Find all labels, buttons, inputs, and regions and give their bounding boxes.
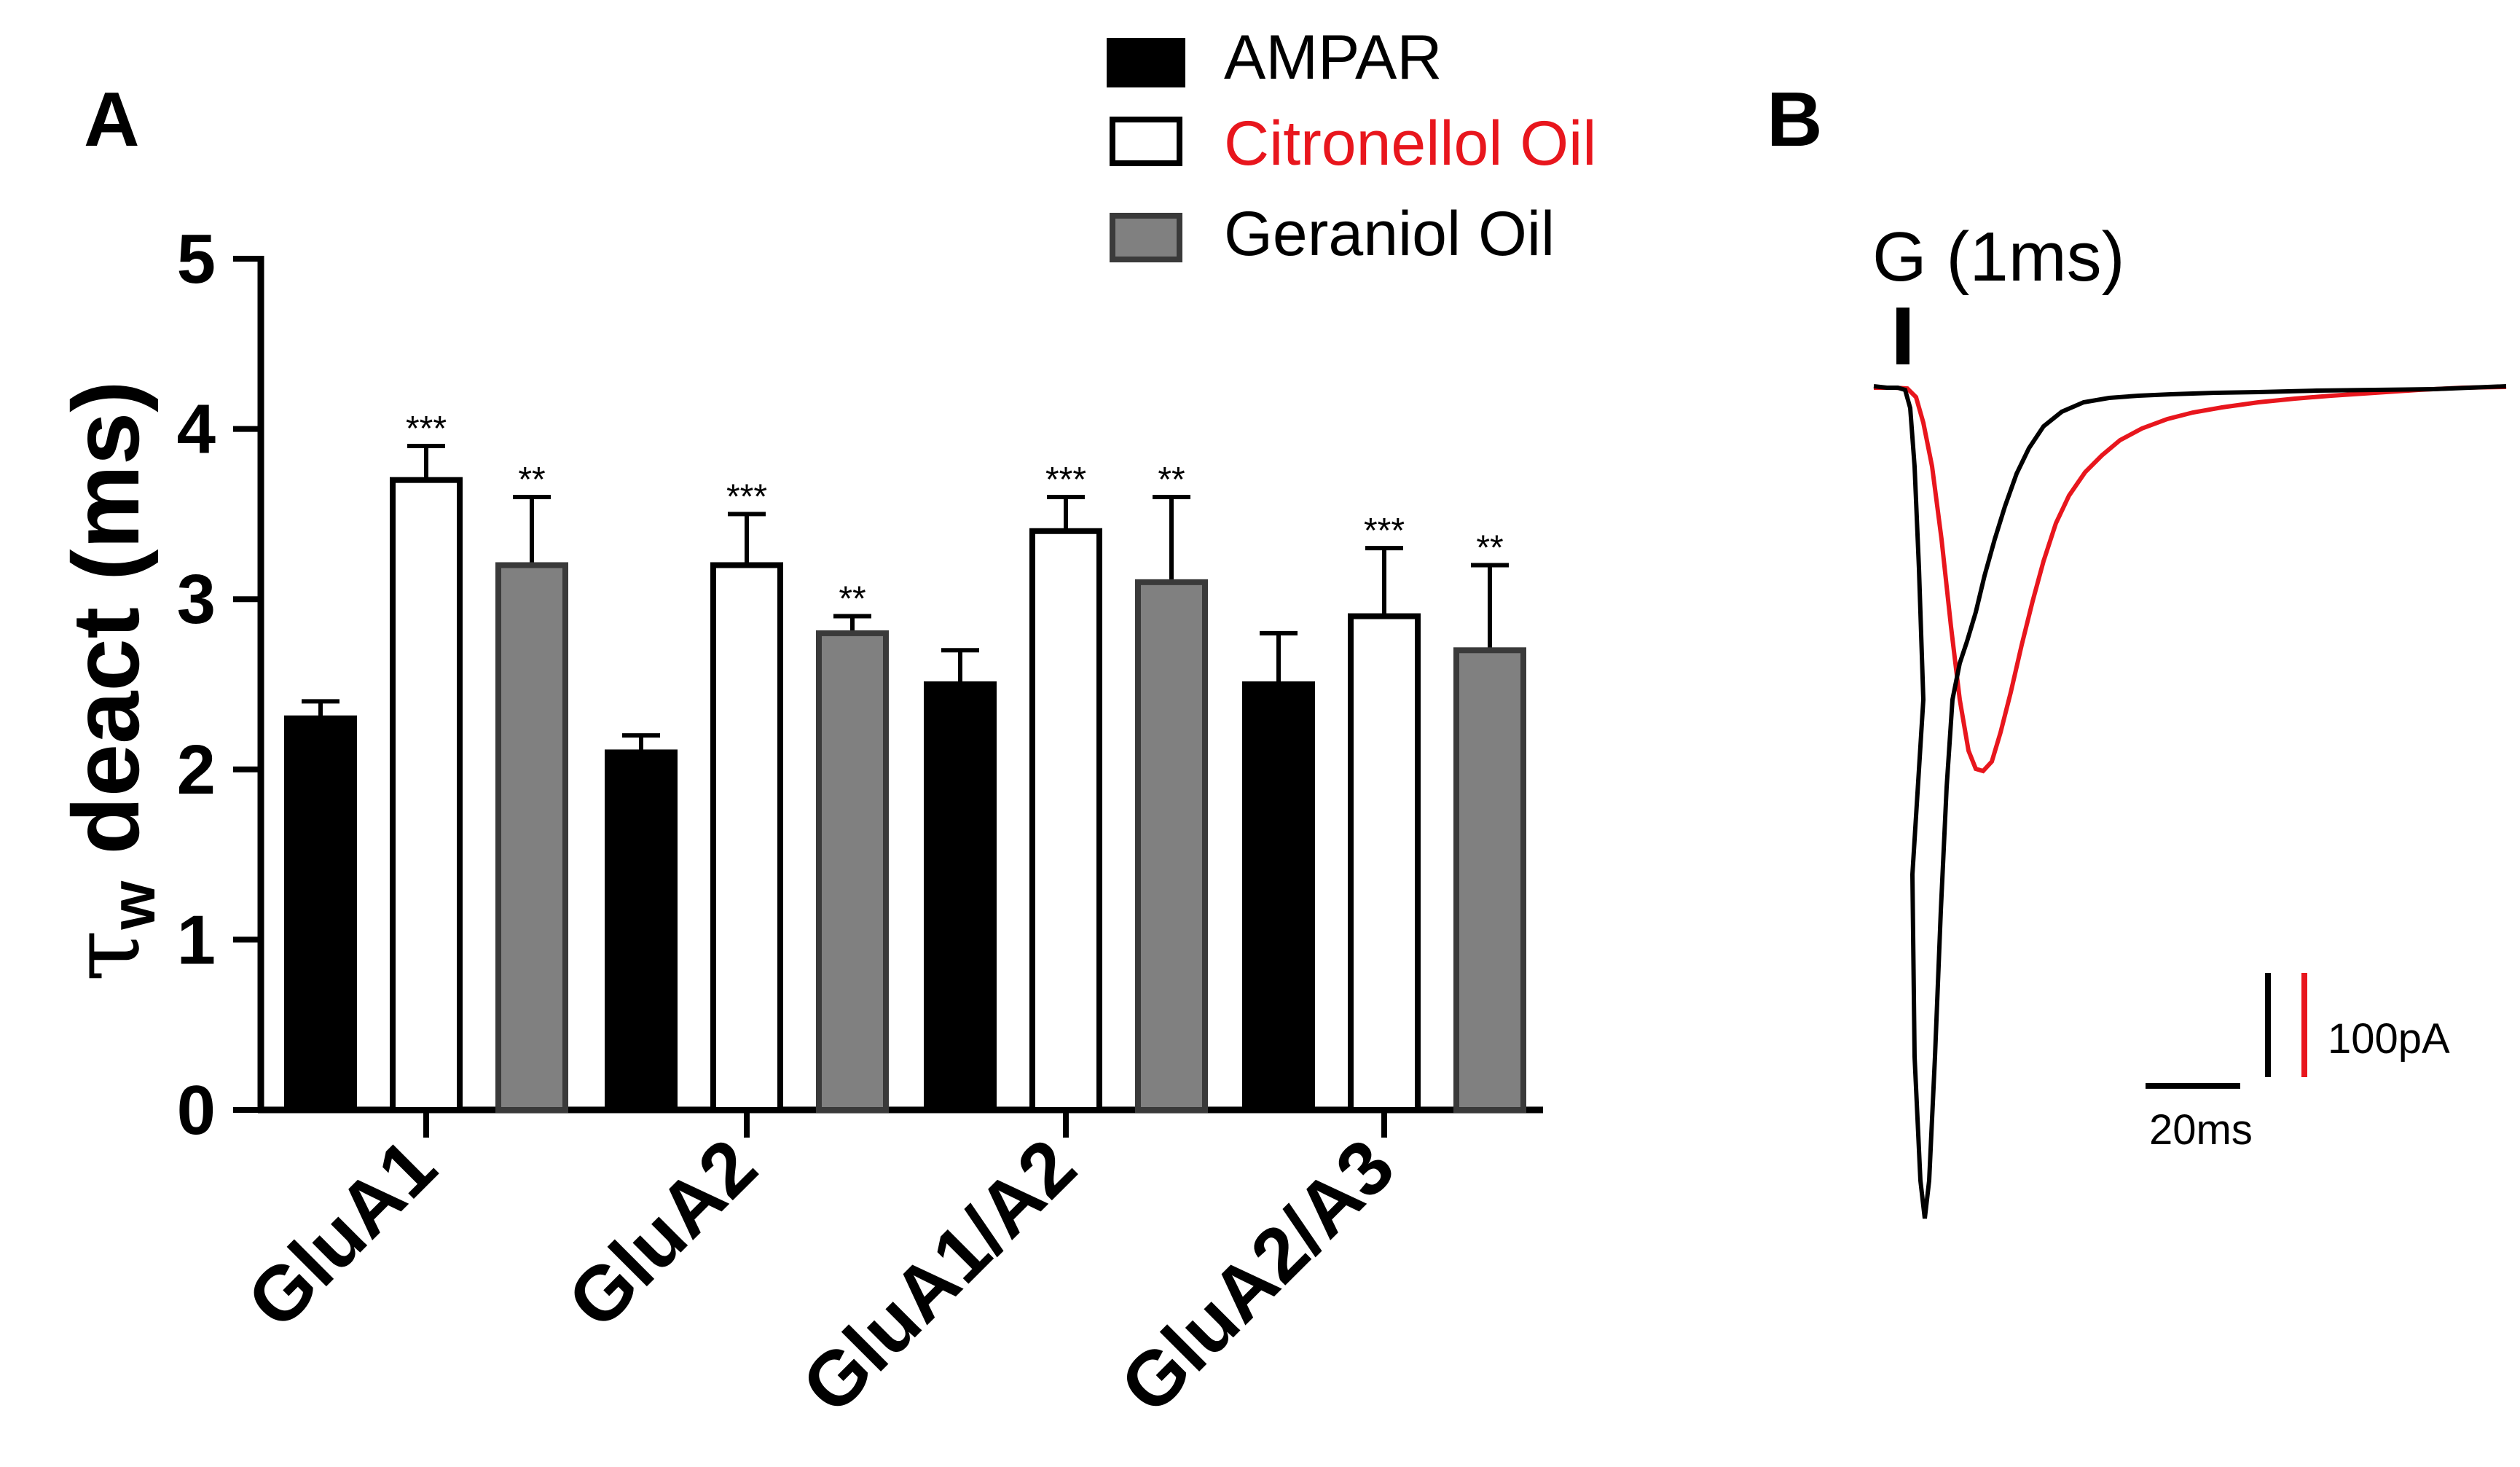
significance-label: *** <box>726 477 767 516</box>
y-axis-label-subscript: w <box>98 880 168 931</box>
x-tick-label: GluA1 <box>231 1123 452 1345</box>
y-tick-label: 3 <box>177 560 216 638</box>
y-tick-label: 1 <box>177 901 216 979</box>
bar <box>1242 681 1315 1113</box>
legend-swatch-geraniol <box>1110 213 1182 262</box>
panel-b-letter: B <box>1767 77 1823 163</box>
significance-label: *** <box>1045 461 1086 499</box>
significance-label: ** <box>839 580 865 619</box>
stimulus-label: G (1ms) <box>1872 218 2125 296</box>
y-tick-label: 5 <box>177 220 216 298</box>
significance-label: *** <box>406 410 447 448</box>
legend-swatch-citronellol <box>1110 117 1182 166</box>
trace-treated <box>1874 385 2507 774</box>
x-tick-labels: GluA1 GluA2 GluA1/A2 GluA2/A3 <box>231 1123 1410 1430</box>
bar <box>605 749 678 1113</box>
y-tick-label: 0 <box>177 1071 216 1149</box>
panel-a-letter: A <box>84 77 140 163</box>
y-tick-label: 4 <box>177 391 216 469</box>
bars: ***** ******** ***** ** <box>284 410 1526 1113</box>
significance-label: ** <box>518 461 545 499</box>
stimulus-bar <box>1896 308 1909 364</box>
bar <box>284 715 357 1113</box>
bar <box>1135 579 1208 1113</box>
y-axis-label-rest: deact (ms) <box>52 380 159 880</box>
x-tick-label: GluA1/A2 <box>785 1123 1092 1430</box>
axes: 0 1 2 3 4 5 <box>177 220 1543 1149</box>
x-tick-label: GluA2 <box>552 1123 773 1345</box>
legend-label-citronellol: Citronellol Oil <box>1224 109 1596 179</box>
y-tick-label: 2 <box>177 731 216 809</box>
bar <box>1453 647 1526 1113</box>
bar <box>710 562 783 1113</box>
scale-label-current: 100pA <box>2328 1015 2450 1063</box>
scale-label-time: 20ms <box>2149 1106 2253 1154</box>
y-axis-label: τw deact (ms) <box>50 380 168 982</box>
x-tick-label: GluA2/A3 <box>1104 1123 1410 1430</box>
trace-control <box>1873 384 2507 1219</box>
panel-b-trace: G (1ms) 20ms 100pA <box>1872 218 2507 1219</box>
bar <box>1348 613 1421 1113</box>
bar <box>390 477 463 1113</box>
significance-label: *** <box>1364 512 1405 550</box>
bar <box>924 681 997 1113</box>
significance-label: ** <box>1158 461 1185 499</box>
bar <box>495 562 568 1113</box>
bar <box>1029 528 1102 1113</box>
legend-label-ampar: AMPAR <box>1224 23 1442 93</box>
bar <box>816 630 889 1113</box>
legend-swatch-ampar <box>1107 38 1185 87</box>
legend: AMPAR Citronellol Oil Geraniol Oil <box>1107 23 1596 269</box>
y-axis-label-symbol: τ <box>50 930 161 982</box>
significance-label: ** <box>1476 528 1503 567</box>
legend-label-geraniol: Geraniol Oil <box>1224 199 1555 269</box>
